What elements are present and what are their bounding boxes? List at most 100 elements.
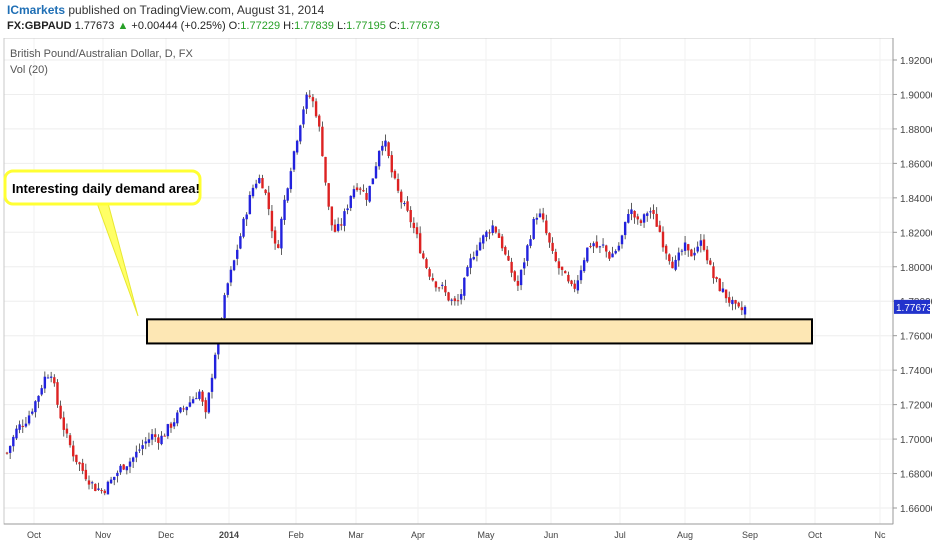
candle-down <box>500 236 504 249</box>
candle-up <box>463 277 466 296</box>
candle-down <box>75 454 78 463</box>
candle-down <box>62 417 65 430</box>
candle-up <box>188 402 192 407</box>
candle-up <box>251 187 255 197</box>
candle-down <box>122 464 125 470</box>
candle-down <box>387 142 390 156</box>
candle-up <box>699 240 703 246</box>
candle-up <box>27 415 31 424</box>
candle-up <box>31 411 34 414</box>
candle-up <box>349 195 352 208</box>
low-value: 1.77195 <box>346 20 386 32</box>
candle-up <box>213 354 217 379</box>
candle-up <box>229 269 233 283</box>
candle-up <box>172 422 176 427</box>
candle-up <box>24 423 28 427</box>
candle-up <box>191 399 195 404</box>
candle-down <box>261 178 264 189</box>
candle-up <box>245 214 248 220</box>
candle-down <box>605 245 608 252</box>
candle-down <box>664 245 668 254</box>
high-label: H: <box>283 20 295 32</box>
candle-up <box>680 250 684 252</box>
candle-down <box>412 222 416 229</box>
last-price-label: 1.77673 <box>896 303 932 314</box>
x-tick-label: Oct <box>808 530 823 540</box>
candle-down <box>78 462 81 465</box>
candle-up <box>176 412 179 424</box>
y-tick-label: 1.66000 <box>900 504 932 515</box>
candle-down <box>554 251 557 261</box>
candle-up <box>292 151 296 170</box>
candle-down <box>321 126 324 157</box>
publisher-name[interactable]: ICmarkets <box>7 3 66 17</box>
candle-up <box>482 235 485 244</box>
candle-up <box>254 183 258 188</box>
candle-up <box>582 260 586 272</box>
candle-up <box>8 445 12 453</box>
candle-up <box>15 428 18 439</box>
candle-up <box>535 217 539 220</box>
candle-down <box>390 155 393 173</box>
y-tick-label: 1.92000 <box>900 56 932 67</box>
candle-up <box>119 465 122 473</box>
candle-down <box>422 253 425 259</box>
candle-up <box>226 283 229 295</box>
time-axis[interactable]: Oct Nov Dec 2014 Feb Mar Apr May Jun Jul Aug Sep Oct… <box>27 530 886 540</box>
x-tick-label: Aug <box>677 530 693 540</box>
candle-up <box>466 267 469 277</box>
candle-up <box>135 451 138 458</box>
candle-up <box>40 388 43 395</box>
candle-up <box>381 145 384 151</box>
change-value: +0.00444 (+0.25%) <box>131 20 226 32</box>
candle-up <box>623 221 627 236</box>
candle-down <box>551 242 554 252</box>
candle-up <box>116 472 119 477</box>
y-tick-label: 1.70000 <box>900 435 932 446</box>
candle-down <box>169 423 173 428</box>
candlestick-chart[interactable]: 1.92000 1.90000 1.88000 1.86000 1.84000 1.820… <box>0 38 932 550</box>
candle-down <box>734 300 737 304</box>
candle-down <box>715 277 718 280</box>
candle-up <box>677 252 680 261</box>
candle-down <box>560 266 564 270</box>
candle-up <box>49 376 53 378</box>
candle-down <box>437 287 441 289</box>
candle-down <box>705 249 709 261</box>
candle-up <box>141 445 144 449</box>
candle-down <box>570 280 573 285</box>
candle-up <box>147 439 151 443</box>
candle-down <box>277 244 280 248</box>
annotation-text: Interesting daily demand area! <box>12 181 200 196</box>
candle-down <box>318 115 321 127</box>
candle-down <box>652 209 655 214</box>
candle-down <box>661 231 665 248</box>
candle-up <box>336 223 340 231</box>
candle-down <box>5 452 9 454</box>
candle-up <box>475 250 479 256</box>
chart-header: ICmarkets published on TradingView.com, … <box>0 0 932 38</box>
candle-down <box>406 201 409 211</box>
candle-down <box>541 213 545 220</box>
candle-down <box>100 490 103 492</box>
candle-down <box>608 252 611 259</box>
candle-up <box>34 401 37 413</box>
y-tick-label: 1.80000 <box>900 263 932 274</box>
candle-up <box>693 252 696 256</box>
y-tick-label: 1.76000 <box>900 332 932 343</box>
candle-up <box>248 195 252 215</box>
candle-up <box>374 166 378 179</box>
candle-down <box>362 190 365 192</box>
candle-up <box>150 434 154 440</box>
candle-down <box>690 249 693 257</box>
candle-up <box>352 189 356 198</box>
candle-down <box>400 191 403 203</box>
candle-down <box>428 269 431 277</box>
candle-up <box>683 242 687 251</box>
candle-up <box>586 247 589 262</box>
candle-down <box>270 210 274 232</box>
candle-up <box>674 259 677 270</box>
y-tick-label: 1.86000 <box>900 159 932 170</box>
x-tick-label: May <box>477 530 495 540</box>
candle-up <box>242 218 245 237</box>
